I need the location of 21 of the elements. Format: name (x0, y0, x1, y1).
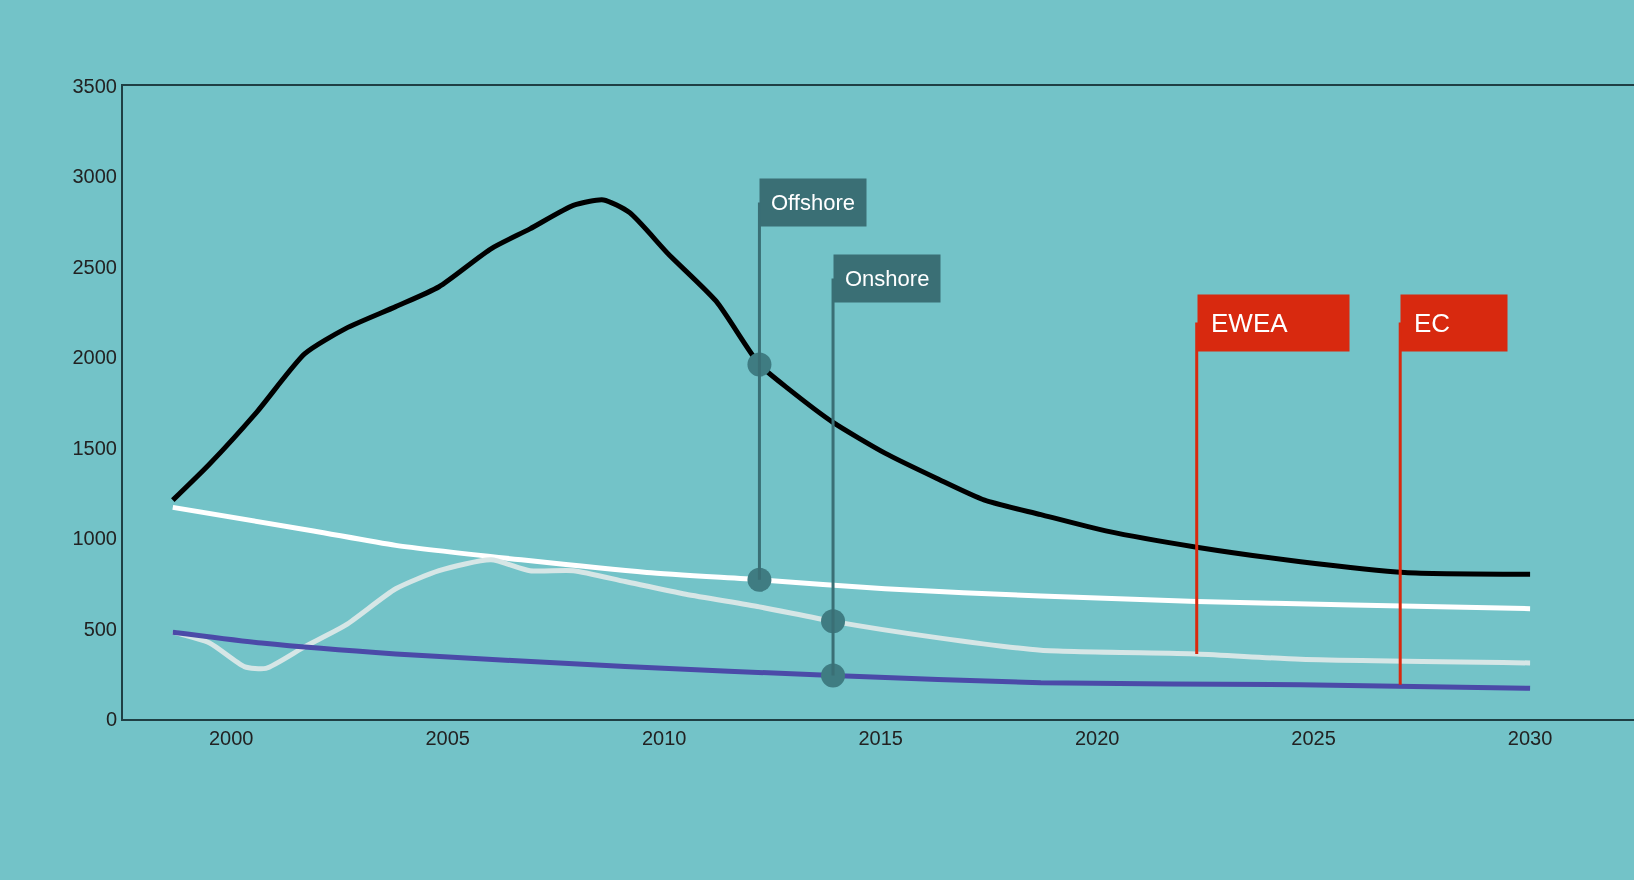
x-tick-label: 2000 (208, 727, 254, 749)
point (821, 663, 846, 688)
annotation: Onshore (845, 266, 930, 291)
y-tick-label: 2500 (72, 255, 117, 278)
y-tick-label: 1500 (72, 436, 117, 459)
annotation: Offshore (771, 190, 855, 215)
annotation: EC (1414, 308, 1451, 338)
y-tick-label: 0 (105, 708, 117, 730)
x-tick-label: 2030 (1507, 727, 1553, 749)
y-tick-label: 500 (83, 617, 117, 640)
x-tick-label: 2015 (858, 727, 903, 749)
y-tick-label: 2000 (72, 346, 117, 369)
y-tick-label: 1000 (72, 527, 117, 550)
x-tick-label: 2010 (641, 727, 687, 749)
x-tick-label: 2020 (1074, 727, 1120, 749)
x-tick-label: 2005 (425, 727, 470, 749)
y-tick-label: 3000 (72, 165, 117, 188)
y-tick-label: 3500 (72, 75, 117, 97)
annotation: EWEA (1211, 308, 1289, 338)
point (747, 567, 772, 592)
x-tick-label: 2025 (1291, 727, 1336, 749)
